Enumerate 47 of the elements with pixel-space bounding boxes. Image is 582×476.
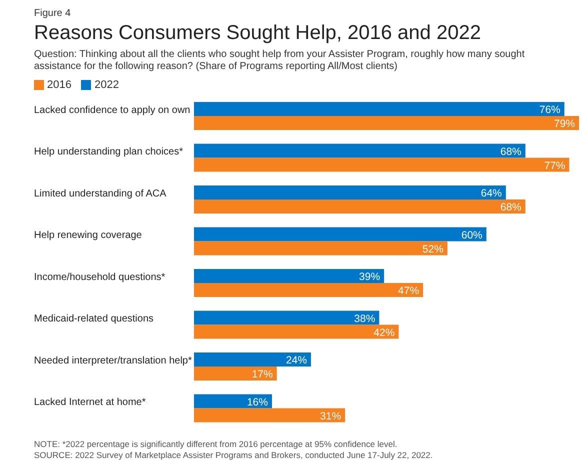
data-label: 76% — [539, 104, 560, 116]
bar — [194, 310, 380, 325]
data-label: 79% — [554, 118, 575, 130]
data-label: 52% — [422, 243, 444, 256]
text: NOTE: *2022 percentage is significantly different from 2016 percentage at 95% confidence level. — [34, 439, 398, 450]
bar — [194, 366, 277, 380]
data-label: 64% — [480, 188, 502, 200]
data-label: 17% — [252, 368, 273, 380]
legend-label: 2022 — [94, 79, 119, 91]
bar — [194, 394, 272, 408]
bar — [194, 144, 526, 158]
y-tick-label: Needed interpreter/translation help* — [34, 355, 192, 366]
y-tick-label: Income/household questions* — [34, 272, 166, 283]
data-label: 39% — [359, 271, 380, 283]
data-label: 60% — [461, 229, 482, 242]
y-tick-label: Lacked confidence to apply on own — [34, 104, 190, 116]
bar — [194, 269, 384, 283]
data-label: 16% — [246, 396, 268, 408]
y-tick-label: Help understanding plan choices* — [34, 146, 184, 158]
data-label: 24% — [286, 354, 307, 366]
legend-label: 2016 — [47, 79, 72, 91]
data-label: 68% — [500, 202, 522, 214]
bar — [194, 116, 579, 130]
data-label: 31% — [320, 410, 342, 422]
data-label: 77% — [544, 160, 566, 172]
source-note: SOURCE: 2022 Survey of Marketplace Assister Programs and Brokers, conducted June 17-July 22, 2022. — [34, 450, 434, 461]
data-label: 42% — [374, 326, 395, 339]
y-tick-label: Help renewing coverage — [34, 230, 142, 242]
chart-title: Reasons Consumers Sought Help, 2016 and 2022 — [34, 22, 482, 45]
data-label: 47% — [398, 285, 420, 297]
y-tick-label: Lacked Internet at home* — [34, 397, 146, 408]
bar — [194, 324, 399, 339]
bar — [194, 158, 570, 172]
y-tick-label: Medicaid-related questions — [34, 314, 154, 325]
data-label: 38% — [354, 312, 376, 325]
bar — [194, 227, 486, 242]
bar — [194, 200, 526, 214]
bar — [194, 408, 346, 422]
y-tick-label: Limited understanding of ACA — [34, 188, 167, 200]
bar — [194, 283, 424, 297]
data-label: 68% — [500, 146, 522, 158]
bar — [194, 352, 311, 366]
bar — [194, 102, 564, 116]
bar — [194, 241, 448, 256]
text: Figure 4 — [34, 8, 72, 19]
text: Question: Thinking about all the clients who sought help from your Assister Program, roughly how many sought assistance for the following reason? (Share of Programs reporting All/Most clients) — [34, 49, 526, 73]
bar — [194, 186, 506, 200]
